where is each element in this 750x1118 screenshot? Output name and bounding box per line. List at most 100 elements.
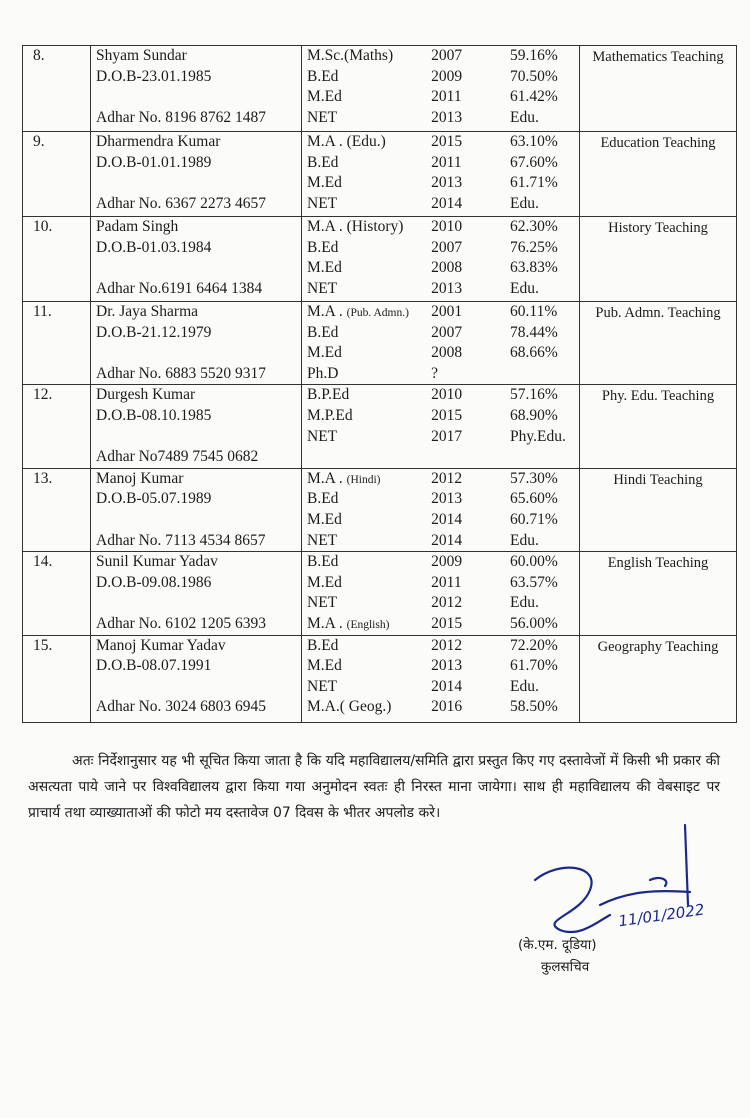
degree-subject: (Pub. Admn.): [346, 307, 409, 319]
degree: M.A . (Edu.): [307, 133, 386, 150]
degree: NET: [307, 427, 338, 445]
year: 2014: [431, 531, 463, 549]
qualification-row: M.Ed 2013 61.71%: [302, 173, 579, 194]
qualification-row: M.A . (English) 2015 56.00%: [302, 614, 579, 635]
percentage: 76.25%: [510, 238, 558, 256]
year: 2010: [431, 218, 463, 235]
qualification-row: M.Ed 2011 61.42%: [302, 87, 579, 108]
table-row: 8. Shyam Sundar D.O.B-23.01.1985 Adhar N…: [22, 45, 737, 132]
degree: [302, 447, 431, 468]
year: 2011: [431, 153, 462, 171]
date-of-birth: D.O.B-21.12.1979: [96, 323, 212, 341]
candidate-name: Shyam Sundar: [96, 47, 187, 64]
degree: M.A . (Hindi): [307, 469, 381, 487]
year: 2013: [431, 657, 463, 675]
serial-number: 13.: [22, 467, 91, 553]
percentage: 78.44%: [510, 323, 558, 341]
date-of-birth: D.O.B-05.07.1989: [96, 490, 212, 508]
degree: Ph.D: [307, 364, 339, 382]
degree: M.Ed: [307, 88, 342, 106]
qualification-row: M.Ed 2014 60.71%: [302, 510, 579, 531]
signatory-title: कुलसचिव: [541, 959, 590, 975]
percentage: 65.60%: [510, 490, 558, 508]
qualifications: M.A . (Hindi) 2012 57.30% B.Ed 2013 65.6…: [301, 467, 580, 553]
candidates-table: 8. Shyam Sundar D.O.B-23.01.1985 Adhar N…: [22, 45, 737, 723]
table-row: 14. Sunil Kumar Yadav D.O.B-09.08.1986 A…: [22, 551, 737, 636]
serial-number: 8.: [22, 45, 91, 132]
qualification-row: M.Ed 2013 61.70%: [302, 656, 579, 677]
percentage: 62.30%: [510, 218, 558, 235]
subject: Geography Teaching: [579, 634, 737, 723]
adhar-number: Adhar No. 7113 4534 8657: [96, 531, 266, 549]
qualification-row: B.Ed 2012 72.20%: [302, 636, 579, 657]
serial-number: 12.: [22, 384, 91, 469]
qualification-row: B.Ed 2009 70.50%: [302, 67, 579, 88]
percentage: 61.71%: [510, 174, 558, 192]
table-row: 12. Durgesh Kumar D.O.B-08.10.1985 Adhar…: [22, 384, 737, 469]
serial-number: 9.: [22, 131, 91, 217]
year: 2007: [431, 238, 463, 256]
degree: B.Ed: [307, 153, 339, 171]
year: 2007: [431, 323, 463, 341]
degree: B.Ed: [307, 238, 339, 256]
qualification-row: NET 2013 Edu.: [302, 279, 579, 300]
percentage: Edu.: [510, 677, 539, 695]
candidate-name: Dharmendra Kumar: [96, 133, 221, 150]
qualification-row: Ph.D ?: [302, 364, 579, 385]
table-row: 9. Dharmendra Kumar D.O.B-01.01.1989 Adh…: [22, 131, 737, 217]
qualification-row: M.Ed 2008 63.83%: [302, 258, 579, 279]
qualification-row: B.P.Ed 2010 57.16%: [302, 385, 579, 406]
degree: M.A . (Pub. Admn.): [307, 303, 409, 320]
percentage: 57.16%: [510, 386, 558, 404]
degree: B.Ed: [307, 323, 339, 341]
percentage: 60.00%: [510, 553, 558, 571]
percentage: 70.50%: [510, 67, 558, 85]
year: 2015: [431, 406, 463, 424]
year: [431, 447, 510, 468]
adhar-number: Adhar No. 6367 2273 4657: [96, 194, 267, 212]
subject: Hindi Teaching: [579, 467, 737, 553]
adhar-number: Adhar No.6191 6464 1384: [96, 279, 263, 297]
date-of-birth: D.O.B-23.01.1985: [96, 67, 212, 85]
qualification-row: M.Ed 2008 68.66%: [302, 343, 579, 364]
degree-subject: (English): [346, 618, 390, 631]
subject: Education Teaching: [579, 131, 737, 217]
qualifications: M.A . (Pub. Admn.) 2001 60.11% B.Ed 2007…: [301, 300, 580, 386]
subject: Pub. Admn. Teaching: [579, 300, 737, 386]
percentage: Edu.: [510, 108, 539, 126]
percentage: 56.00%: [510, 614, 558, 632]
candidate-name: Manoj Kumar: [96, 469, 184, 487]
percentage: 61.70%: [510, 657, 558, 675]
qualification-row: M.A . (Pub. Admn.) 2001 60.11%: [302, 302, 579, 323]
year: 2001: [431, 303, 463, 320]
degree: NET: [307, 677, 338, 695]
adhar-number: Adhar No. 3024 6803 6945: [96, 698, 267, 716]
serial-number: 15.: [22, 634, 91, 723]
candidate-name: Manoj Kumar Yadav: [96, 636, 226, 654]
degree: B.Ed: [307, 636, 339, 654]
degree: M.Sc.(Maths): [307, 47, 394, 64]
notice-paragraph: अतः निर्देशानुसार यह भी सूचित किया जाता …: [28, 753, 720, 821]
year: 2015: [431, 614, 463, 632]
year: 2013: [431, 490, 463, 508]
degree: NET: [307, 279, 338, 297]
table-row: 13. Manoj Kumar D.O.B-05.07.1989 Adhar N…: [22, 467, 737, 553]
percentage: 60.71%: [510, 510, 558, 528]
table-row: 10. Padam Singh D.O.B-01.03.1984 Adhar N…: [22, 216, 737, 302]
table-row: 15. Manoj Kumar Yadav D.O.B-08.07.1991 A…: [22, 634, 737, 723]
degree: NET: [307, 194, 338, 212]
qualification-row: B.Ed 2009 60.00%: [302, 552, 579, 573]
percentage: [510, 447, 579, 468]
qualification-row: M.A . (Edu.) 2015 63.10%: [302, 132, 579, 153]
year: 2013: [431, 174, 463, 192]
percentage: 61.42%: [510, 88, 558, 106]
signature-date: 11/01/2022: [617, 900, 705, 930]
percentage: 59.16%: [510, 47, 558, 64]
year: 2009: [431, 67, 463, 85]
qualification-row: NET 2017 Phy.Edu.: [302, 427, 579, 448]
year: 2007: [431, 47, 463, 64]
year: 2008: [431, 344, 463, 362]
qualifications: M.A . (Edu.) 2015 63.10% B.Ed 2011 67.60…: [301, 131, 580, 217]
degree: M.A . (History): [307, 218, 404, 235]
percentage: Edu.: [510, 194, 539, 212]
